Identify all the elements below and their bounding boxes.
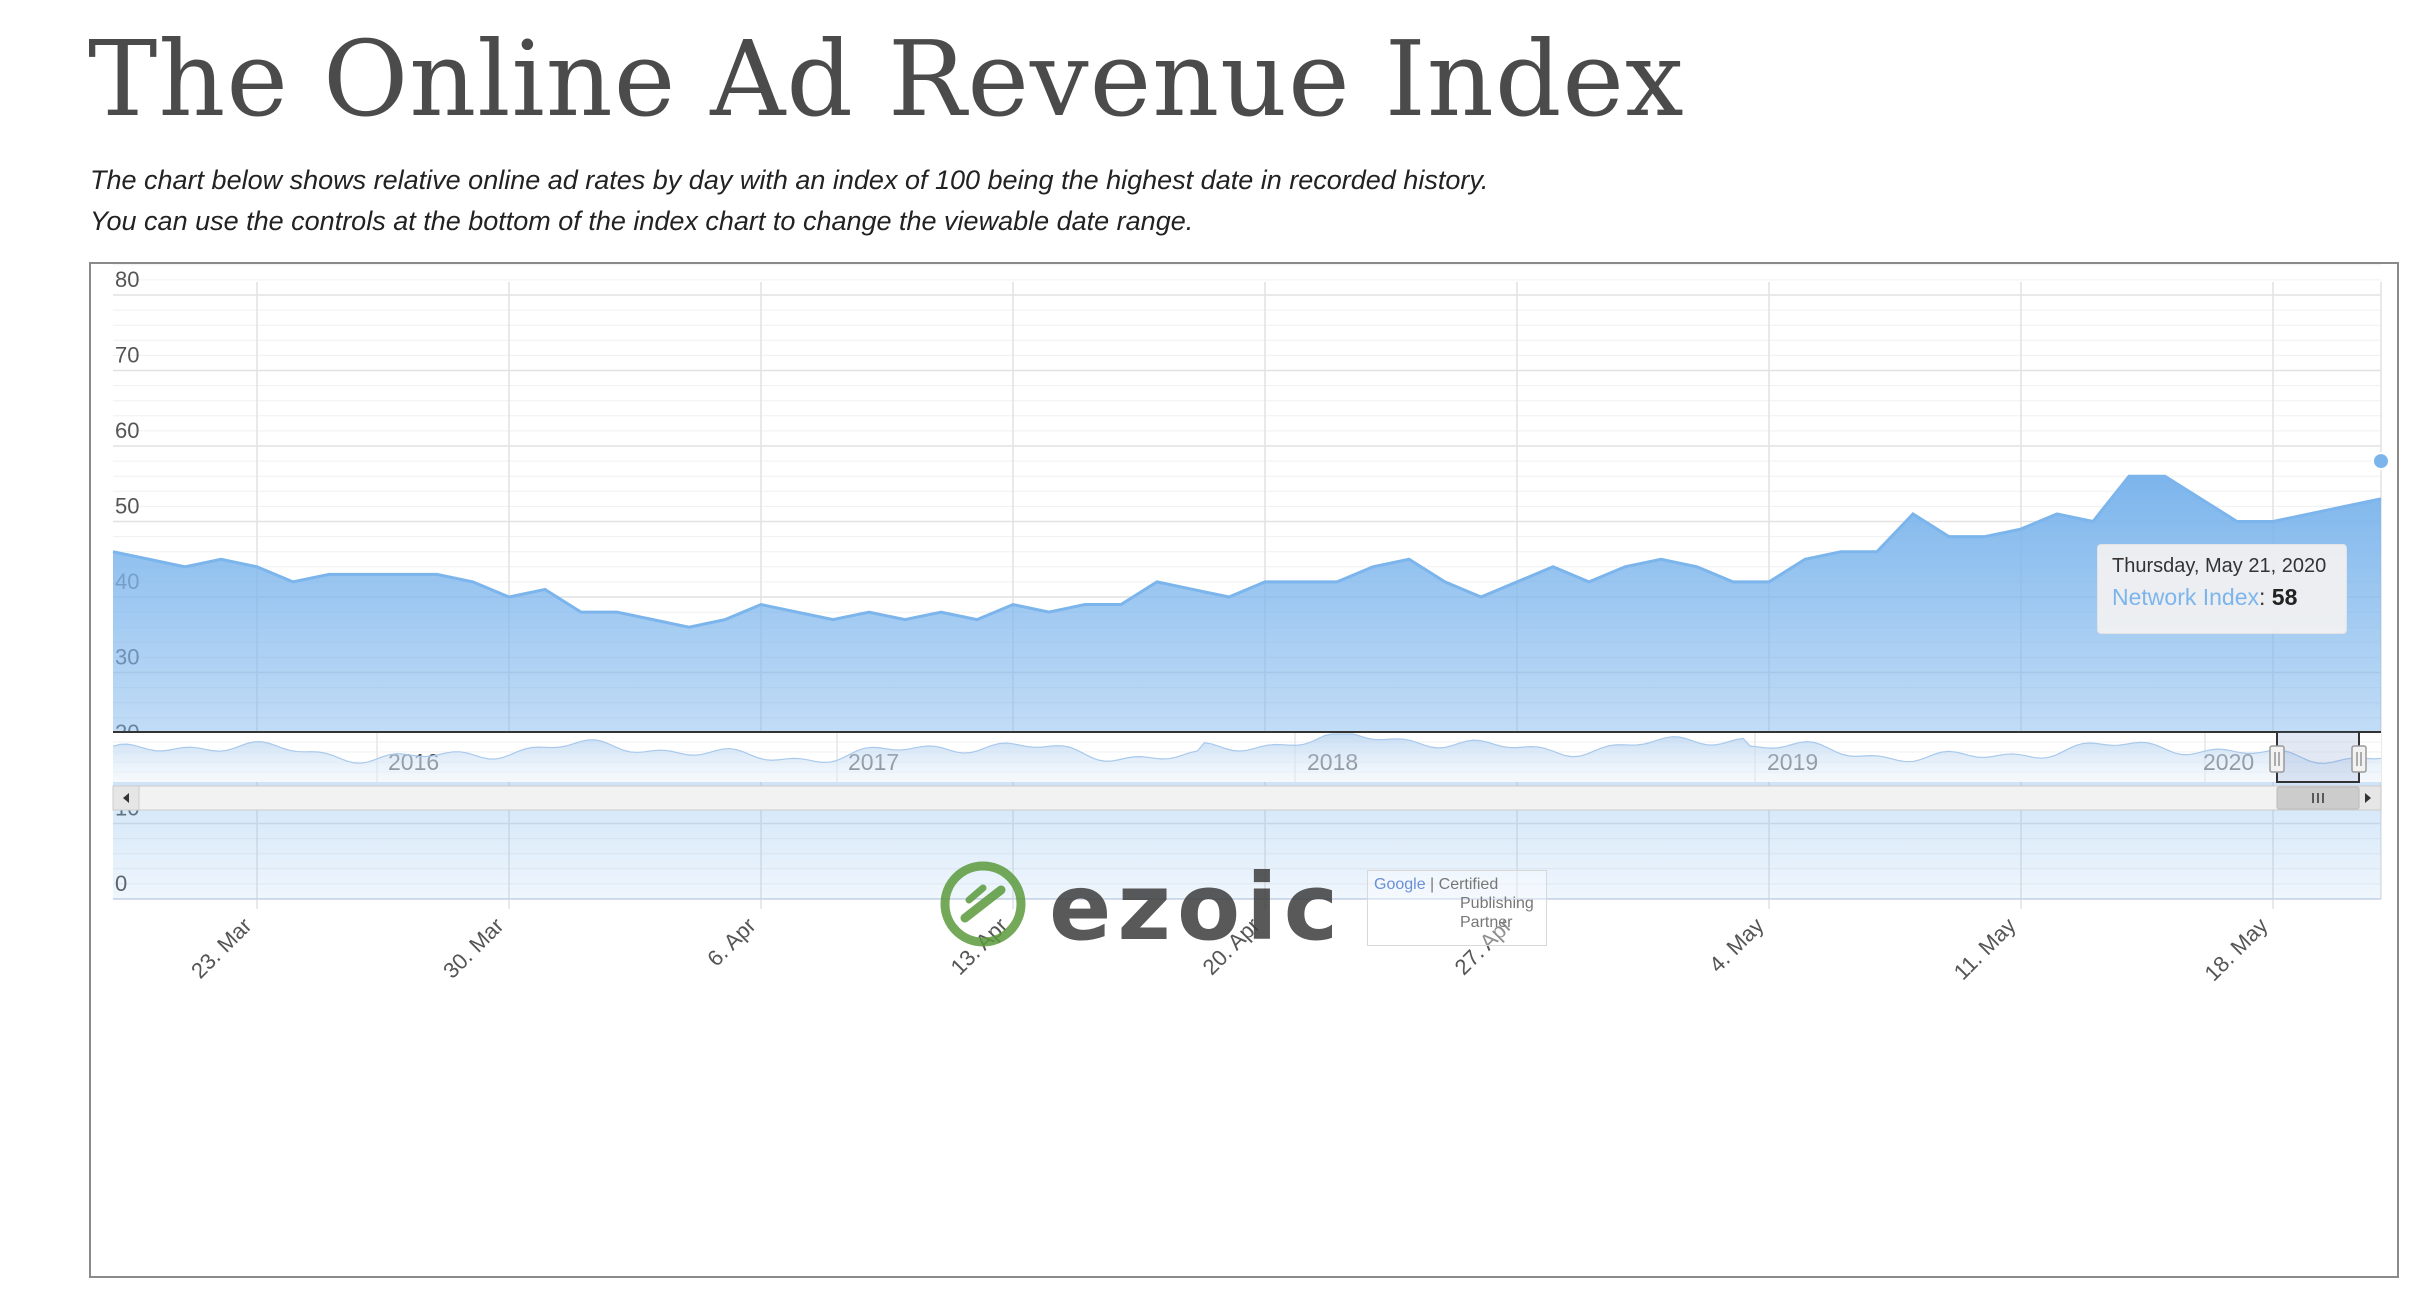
tooltip-series-name: Network Index: [2112, 584, 2260, 610]
scroll-left-arrow-icon: [123, 793, 129, 803]
navigator-series-area: [113, 734, 2381, 782]
y-tick-label: 50: [115, 494, 139, 519]
x-tick-label: 11. May: [1949, 913, 2021, 985]
google-partner-badge: Google | Certified Publishing Partner: [1367, 870, 1547, 946]
navigator-selected-range[interactable]: [2277, 732, 2359, 782]
scroll-right-arrow-icon: [2365, 793, 2371, 803]
badge-publishing-text: Publishing: [1460, 895, 1534, 912]
x-tick-label: 4. May: [1704, 913, 1768, 977]
y-tick-label: 60: [115, 418, 139, 443]
ezoic-watermark: ezoic Google | Certified Publishing Part…: [939, 854, 1639, 961]
ezoic-wordmark: ezoic: [1049, 854, 1345, 961]
navigator-left-handle[interactable]: [2269, 745, 2285, 773]
range-scrollbar[interactable]: [112, 785, 2382, 811]
hovered-data-point[interactable]: [2372, 452, 2390, 471]
badge-partner-text: Partner: [1460, 914, 1513, 931]
x-tick-label: 18. May: [2200, 913, 2273, 986]
ezoic-logo-icon: [940, 861, 1026, 947]
x-tick-label: 23. Mar: [186, 913, 256, 983]
scrollbar-left-button[interactable]: [112, 785, 140, 811]
y-tick-label: 70: [115, 343, 139, 368]
tooltip-date: Thursday, May 21, 2020: [2112, 555, 2327, 577]
badge-google-text: Google: [1374, 876, 1426, 893]
navigator-series-line: [112, 733, 2382, 765]
navigator-right-handle[interactable]: [2351, 745, 2367, 773]
tooltip-value: 58: [2271, 584, 2298, 610]
series-area-network-index: [113, 476, 2381, 899]
series-line-network-index[interactable]: [112, 474, 2382, 629]
x-tick-label: 30. Mar: [438, 913, 508, 983]
navigator[interactable]: 20162017201820192020: [112, 731, 2382, 783]
y-tick-label: 80: [115, 267, 139, 292]
intro-line-2: You can use the controls at the bottom o…: [90, 206, 1194, 236]
scrollbar-track[interactable]: [112, 785, 2382, 811]
x-tick-label: 6. Apr: [702, 913, 760, 971]
chart-tooltip: Thursday, May 21, 2020 Network Index: 58: [2097, 544, 2347, 634]
intro-text: The chart below shows relative online ad…: [90, 160, 1488, 242]
page-title: The Online Ad Revenue Index: [88, 18, 1685, 140]
navigator-outline: [113, 731, 2381, 783]
tooltip-value-line: Network Index: 58: [2112, 584, 2298, 610]
intro-line-1: The chart below shows relative online ad…: [90, 165, 1489, 195]
badge-certified-text: | Certified: [1425, 876, 1499, 893]
series-points: [2372, 452, 2390, 471]
